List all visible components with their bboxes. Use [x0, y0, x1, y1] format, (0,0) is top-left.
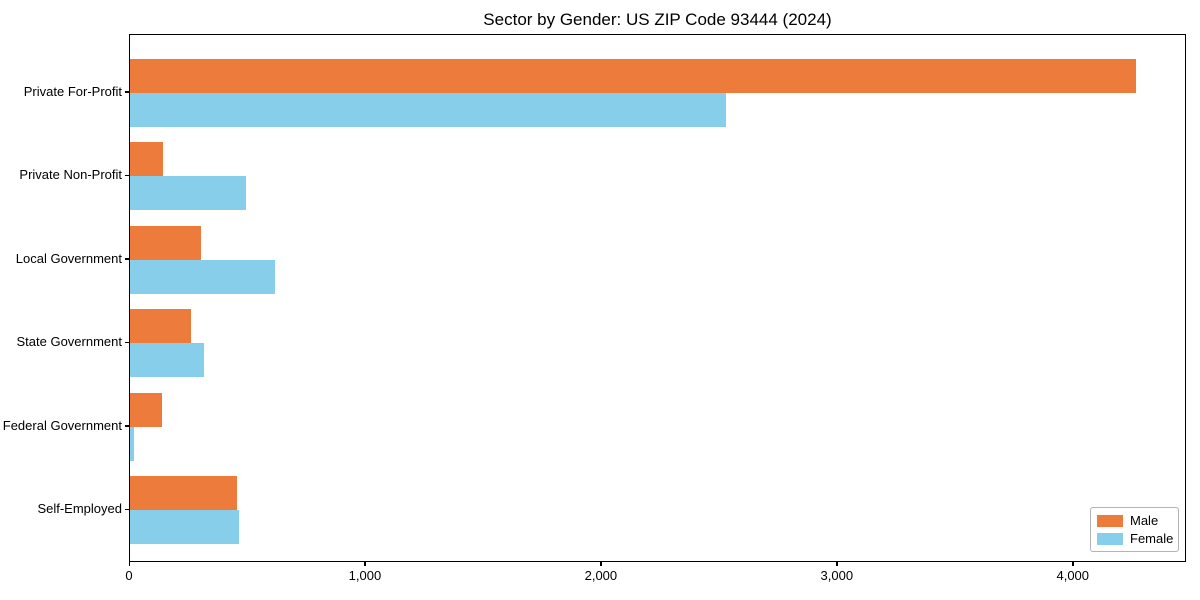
bar-male-self-employed	[130, 476, 238, 510]
x-tick-mark	[836, 562, 838, 566]
bar-male-local-government	[130, 225, 201, 260]
y-tick-label: Private Non-Profit	[19, 167, 122, 182]
legend-label: Female	[1130, 531, 1174, 546]
y-tick-label: Private For-Profit	[23, 83, 122, 99]
bar-female-federal-government	[130, 426, 134, 461]
legend-label: Male	[1130, 513, 1159, 528]
bar-male-private-non-profit	[130, 142, 164, 176]
bar-male-state-government	[130, 309, 192, 343]
bar-male-private-for-profit	[130, 58, 1137, 93]
y-tick-mark	[125, 258, 129, 260]
y-tick-label: Federal Government	[2, 417, 122, 433]
plot-area	[129, 34, 1186, 562]
x-tick-label: 2,000	[584, 568, 618, 583]
y-tick-label: Local Government	[15, 250, 122, 266]
legend-item-male: Male	[1097, 513, 1172, 528]
y-tick-mark	[125, 508, 129, 510]
y-tick-mark	[125, 174, 129, 176]
x-tick-mark	[364, 562, 366, 566]
y-tick-mark	[125, 341, 129, 343]
bar-male-federal-government	[130, 392, 162, 427]
legend-swatch-female	[1097, 532, 1123, 545]
x-tick-label: 0	[125, 568, 133, 583]
y-tick-label: Self-Employed	[37, 501, 122, 516]
bar-female-private-for-profit	[130, 92, 726, 127]
x-tick-label: 3,000	[820, 568, 854, 583]
bar-female-local-government	[130, 259, 276, 294]
legend: Male Female	[1090, 507, 1179, 552]
bar-female-private-non-profit	[130, 176, 246, 210]
x-tick-mark	[1072, 562, 1074, 566]
x-tick-mark	[600, 562, 602, 566]
bar-female-state-government	[130, 343, 205, 377]
x-tick-mark	[128, 562, 130, 566]
y-tick-label: State Government	[16, 334, 123, 349]
legend-swatch-male	[1097, 514, 1123, 527]
x-tick-label: 4,000	[1056, 568, 1090, 583]
y-tick-mark	[125, 91, 129, 93]
y-tick-mark	[125, 425, 129, 427]
x-tick-label: 1,000	[348, 568, 382, 583]
legend-item-female: Female	[1097, 531, 1174, 546]
chart-title: Sector by Gender: US ZIP Code 93444 (202…	[483, 10, 832, 29]
bar-female-self-employed	[130, 510, 239, 544]
